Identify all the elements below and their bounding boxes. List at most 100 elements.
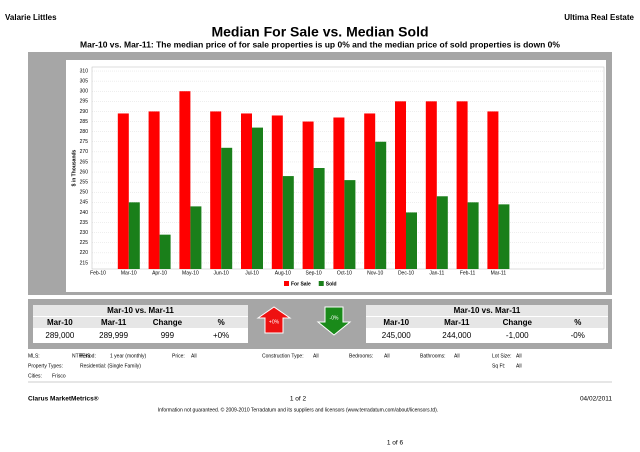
y-tick-label: 280 [80, 129, 89, 135]
y-tick-label: 225 [80, 240, 89, 246]
criteria-value: All [384, 353, 390, 359]
y-tick-label: 215 [80, 260, 89, 266]
bar [364, 113, 376, 270]
chart: 215 220 225 230 235 240 245 250 255 260 265 270 275 2… [71, 66, 605, 287]
bar [252, 127, 263, 269]
brand: Clarus MarketMetrics® [28, 395, 99, 403]
bar [498, 204, 510, 269]
x-tick-label: Feb-10 [90, 270, 106, 276]
criteria-label: Property Types: [28, 363, 63, 369]
summary-column: % [218, 318, 225, 327]
y-tick-label: 265 [80, 159, 89, 165]
x-tick-label: Jul-10 [245, 270, 259, 276]
x-tick-label: Sep-10 [306, 270, 322, 276]
x-tick-label: Dec-10 [398, 270, 414, 276]
criteria-value: 1 year (monthly) [110, 353, 146, 359]
bar [406, 212, 417, 269]
bar [333, 117, 345, 269]
summary-heading-bg [366, 305, 608, 316]
bar [395, 101, 406, 269]
print-page: 1 of 6 [387, 440, 404, 447]
summary-value: 999 [161, 331, 175, 340]
summary-value: -0% [571, 331, 585, 340]
criteria-label: Bathrooms: [420, 353, 446, 359]
y-tick-label: 310 [80, 68, 89, 74]
bar [117, 113, 129, 270]
y-tick-label: 300 [80, 89, 89, 95]
bar [128, 202, 140, 269]
criteria-value: Frisco [52, 373, 66, 379]
summary-column: Mar-11 [444, 318, 470, 327]
summary-value: 245,000 [382, 331, 411, 340]
x-tick-label: Jan-11 [429, 270, 444, 276]
y-tick-label: 235 [80, 220, 89, 226]
criteria-label: Period: [80, 353, 96, 359]
y-tick-label: 245 [80, 200, 89, 206]
summary: Mar-10 vs. Mar-11 Mar-10 289,000 Mar-11 289,… [33, 305, 608, 343]
report-date: 04/02/2011 [580, 396, 612, 403]
summary-heading: Mar-10 vs. Mar-11 [454, 306, 521, 315]
summary-heading: Mar-10 vs. Mar-11 [107, 306, 174, 315]
criteria-value: All [313, 353, 319, 359]
criteria-value: Residential: (Single Family) [80, 363, 141, 369]
criteria-label: Bedrooms: [349, 353, 373, 359]
bar [179, 91, 191, 270]
bar [148, 111, 160, 269]
y-tick-label: 275 [80, 139, 89, 145]
criteria-label: Cities: [28, 373, 42, 379]
criteria-label: Price: [172, 353, 185, 359]
summary-column: Mar-10 [47, 318, 73, 327]
criteria-label: Sq Ft: [492, 363, 505, 369]
criteria-label: Lot Size: [492, 353, 511, 359]
y-tick-label: 305 [80, 78, 89, 84]
bar [425, 101, 437, 269]
bar [241, 113, 252, 270]
bar [221, 147, 233, 269]
summary-value: 289,000 [45, 331, 74, 340]
y-tick-label: 255 [80, 179, 89, 185]
up-arrow-label: +0% [269, 319, 280, 325]
x-tick-label: Oct-10 [337, 270, 352, 276]
criteria-label: MLS: [28, 353, 40, 359]
criteria-label: Construction Type: [262, 353, 304, 359]
agent-name: Valarie Littles [5, 13, 57, 22]
criteria-value: All [516, 363, 522, 369]
y-axis-label: $ in Thousands [71, 149, 77, 186]
summary-col-bg [33, 317, 248, 328]
summary-column: % [574, 318, 581, 327]
y-tick-label: 295 [80, 99, 89, 105]
criteria-value: NTREIS [72, 353, 91, 359]
y-tick-label: 220 [80, 250, 89, 256]
criteria-value: All [454, 353, 460, 359]
summary-col-bg [366, 317, 608, 328]
up-arrow: +0% [256, 306, 292, 334]
bar [467, 202, 479, 269]
x-tick-label: Mar-11 [491, 270, 507, 276]
criteria-value: All [191, 353, 197, 359]
bar [159, 234, 171, 269]
y-tick-label: 250 [80, 190, 89, 196]
summary-column: Mar-11 [101, 318, 127, 327]
bar [271, 115, 283, 269]
x-tick-label: Apr-10 [152, 270, 167, 276]
x-tick-label: May-10 [182, 270, 199, 276]
criteria-value: All [516, 353, 522, 359]
bar [210, 111, 222, 269]
legend-swatch [284, 281, 289, 286]
legend-label: For Sale [291, 281, 311, 287]
x-tick-label: Aug-10 [275, 270, 291, 276]
summary-value: 244,000 [442, 331, 471, 340]
report-title: Median For Sale vs. Median Sold [211, 24, 428, 40]
down-arrow-label: -0% [330, 315, 339, 321]
x-tick-label: Feb-11 [460, 270, 476, 276]
bar [456, 101, 468, 269]
y-tick-label: 260 [80, 169, 89, 175]
summary-column: Change [153, 318, 183, 327]
y-tick-label: 240 [80, 210, 89, 216]
company-name: Ultima Real Estate [564, 13, 634, 22]
bar [282, 176, 294, 269]
page-number: 1 of 2 [290, 396, 307, 403]
y-tick-label: 230 [80, 230, 89, 236]
